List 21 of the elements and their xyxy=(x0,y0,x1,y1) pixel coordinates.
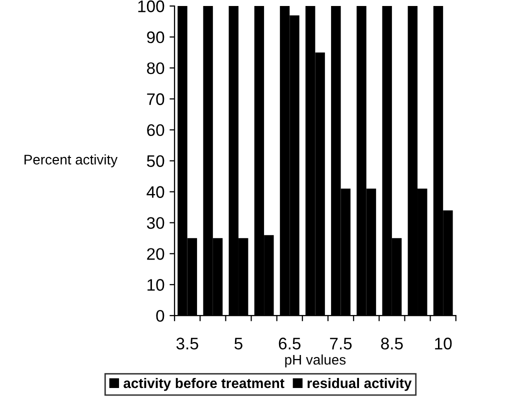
y-axis-title: Percent activity xyxy=(24,154,118,168)
y-tick-label: 90 xyxy=(147,31,164,44)
y-tick-label: 40 xyxy=(146,186,164,198)
y-tick-label: 70 xyxy=(147,93,164,106)
y-tick-label: 100 xyxy=(138,0,164,12)
x-axis-title: pH values xyxy=(285,354,346,368)
x-tick-label: 7.5 xyxy=(330,338,352,350)
y-tick-label: 80 xyxy=(147,62,164,74)
y-tick-label: 20 xyxy=(147,248,164,260)
x-tick-label: 3.5 xyxy=(176,338,198,350)
y-tick-label: 10 xyxy=(148,279,164,291)
y-tick-label: 50 xyxy=(146,155,164,168)
x-tick-label: 10 xyxy=(435,338,452,350)
y-tick-label: 30 xyxy=(146,217,164,229)
x-tick-label: 8.5 xyxy=(381,338,403,350)
legend-label: residual activity xyxy=(308,378,412,391)
y-tick-label: 0 xyxy=(156,310,164,322)
y-tick-label: 60 xyxy=(147,124,164,136)
legend-label: activity before treatment xyxy=(124,378,284,391)
x-tick-label: 5 xyxy=(234,338,242,350)
x-tick-label: 6.5 xyxy=(278,338,301,350)
